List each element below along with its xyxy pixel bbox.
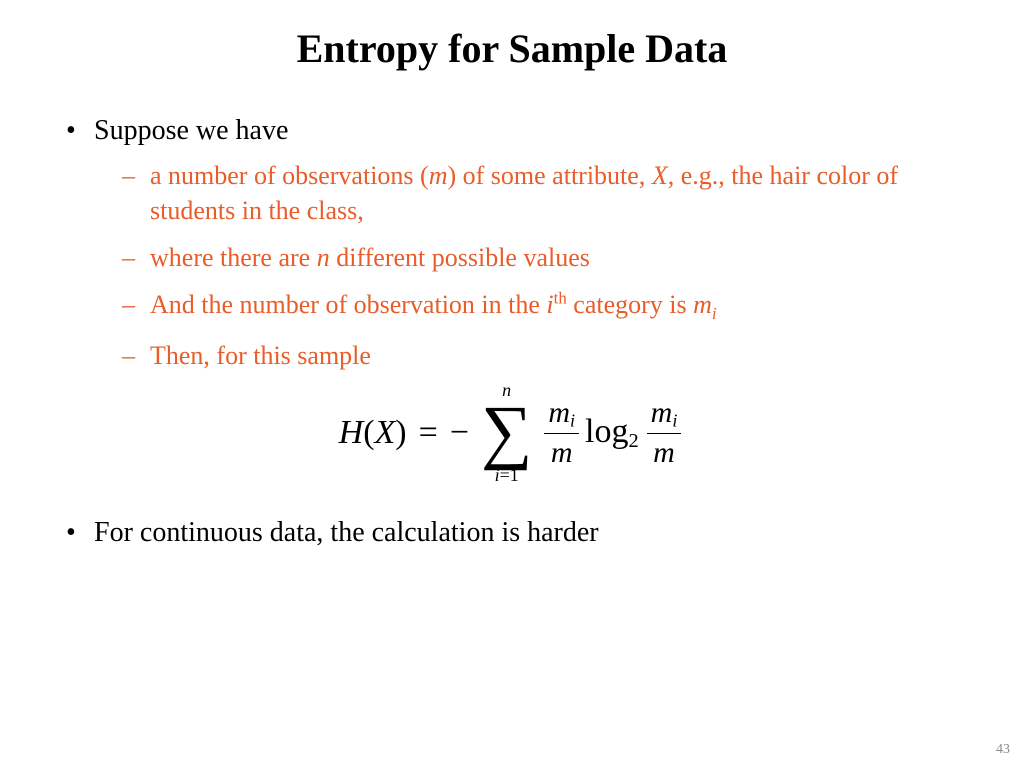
- sigma-symbol: ∑: [481, 401, 532, 462]
- var-m: m: [693, 290, 712, 319]
- equals: =: [419, 416, 438, 450]
- text-part: a number of observations (: [150, 161, 429, 190]
- text-part: category is: [567, 290, 693, 319]
- formula-container: H(X) = − n ∑ i=1 mi m log2 mi m: [50, 381, 974, 484]
- lparen: (: [363, 416, 374, 450]
- text-part: different possible values: [330, 243, 590, 272]
- lhs-func: H: [339, 416, 364, 450]
- fraction-2: mi m: [647, 397, 682, 469]
- var-n: n: [317, 243, 330, 272]
- sub-bullet-1: a number of observations (m) of some att…: [122, 158, 974, 228]
- text-part: Then, for this sample: [150, 341, 371, 370]
- sum-lower: i=1: [495, 466, 519, 484]
- superscript-th: th: [554, 288, 567, 307]
- text-part: where there are: [150, 243, 317, 272]
- slide: Entropy for Sample Data Suppose we have …: [0, 0, 1024, 768]
- bullet-list-2: For continuous data, the calculation is …: [60, 514, 974, 552]
- bullet-list: Suppose we have a number of observations…: [60, 112, 974, 373]
- bullet-2: For continuous data, the calculation is …: [60, 514, 974, 552]
- bullet-text: For continuous data, the calculation is …: [94, 517, 599, 548]
- numerator: mi: [544, 397, 579, 430]
- lhs-arg: X: [375, 416, 396, 450]
- denominator: m: [649, 437, 679, 469]
- page-number: 43: [996, 742, 1010, 758]
- text-part: ) of some attribute,: [447, 161, 651, 190]
- subscript-i: i: [712, 304, 717, 323]
- var-m: m: [429, 161, 448, 190]
- fraction-bar: [544, 433, 579, 434]
- fraction-1: mi m: [544, 397, 579, 469]
- sub-bullet-2: where there are n different possible val…: [122, 240, 974, 275]
- slide-title: Entropy for Sample Data: [50, 25, 974, 72]
- entropy-formula: H(X) = − n ∑ i=1 mi m log2 mi m: [50, 381, 974, 484]
- var-i: i: [546, 290, 553, 319]
- minus: −: [450, 416, 469, 450]
- denominator: m: [547, 437, 577, 469]
- text-part: And the number of observation in the: [150, 290, 546, 319]
- sub-bullet-list: a number of observations (m) of some att…: [122, 158, 974, 373]
- fraction-bar: [647, 433, 682, 434]
- bullet-1: Suppose we have a number of observations…: [60, 112, 974, 373]
- numerator: mi: [647, 397, 682, 430]
- sub-bullet-3: And the number of observation in the ith…: [122, 287, 974, 326]
- rparen: ): [395, 416, 406, 450]
- summation: n ∑ i=1: [481, 381, 532, 484]
- log: log2: [585, 415, 639, 452]
- var-x: X: [652, 161, 668, 190]
- bullet-text: Suppose we have: [94, 115, 288, 146]
- sub-bullet-4: Then, for this sample: [122, 338, 974, 373]
